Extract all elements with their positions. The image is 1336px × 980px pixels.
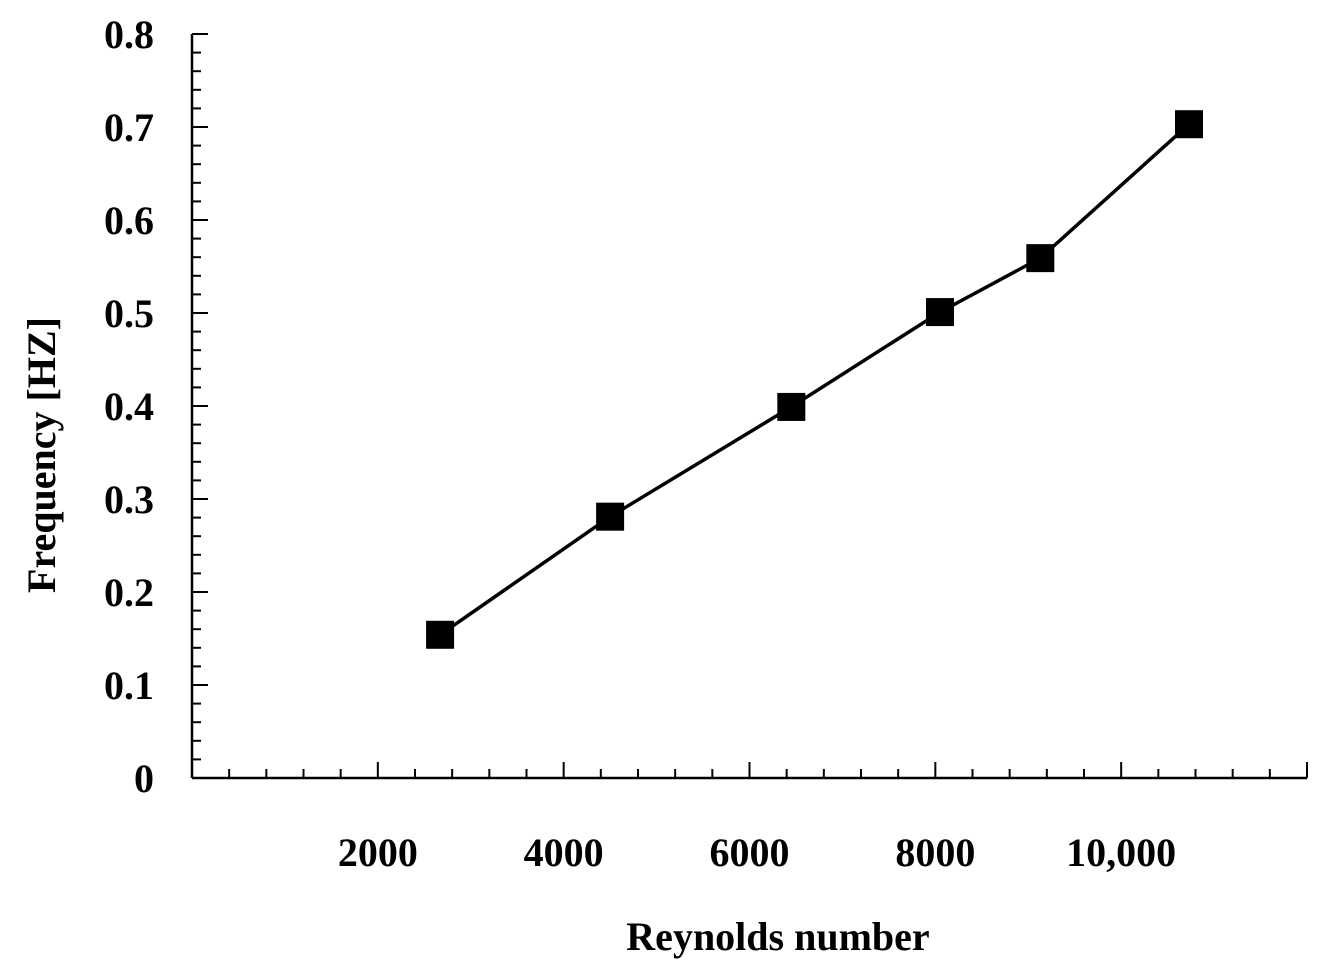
- y-tick-label: 0.3: [104, 477, 154, 522]
- data-point-marker: [1174, 110, 1203, 139]
- ticks: [192, 33, 1308, 779]
- data-point-marker: [1026, 244, 1055, 273]
- series-line: [439, 122, 1191, 637]
- x-tick-label: 8000: [895, 830, 975, 875]
- axes: [190, 34, 1307, 780]
- data-point-marker: [925, 298, 954, 327]
- data-point-marker: [426, 620, 455, 649]
- x-tick-label: 6000: [710, 830, 790, 875]
- y-tick-label: 0.4: [104, 384, 154, 429]
- y-tick-label: 0.6: [104, 198, 154, 243]
- x-axis-title: Reynolds number: [626, 914, 929, 959]
- data-point-marker: [596, 502, 625, 531]
- y-tick-label: 0.2: [104, 570, 154, 615]
- y-tick-label: 0: [134, 756, 154, 801]
- y-tick-label: 0.1: [104, 663, 154, 708]
- series-layer: [426, 110, 1203, 649]
- tick-labels: 0 0.1 0.2 0.3 0.4 0.5 0.6 0.7 0.8 2000 4000 6000 800…: [104, 12, 1176, 875]
- y-axis-title: Frequency [HZ]: [19, 317, 64, 593]
- x-tick-label: 4000: [524, 830, 604, 875]
- y-tick-label: 0.8: [104, 12, 154, 57]
- x-tick-label: 2000: [338, 830, 418, 875]
- data-point-marker: [777, 392, 806, 421]
- x-tick-label: 10,000: [1066, 830, 1176, 875]
- y-tick-label: 0.5: [104, 291, 154, 336]
- y-tick-label: 0.7: [104, 105, 154, 150]
